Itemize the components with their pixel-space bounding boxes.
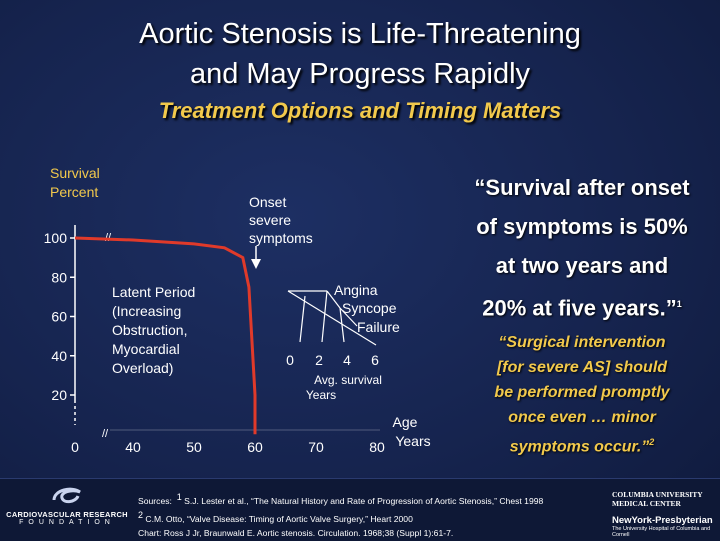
quote-line: 20% at five years.”1 [448, 285, 716, 327]
source-1: S.J. Lester et al., “The Natural History… [184, 495, 544, 506]
sources-label: Sources: [138, 495, 172, 506]
nyp-subtitle: The University Hospital of Columbia and … [612, 526, 711, 538]
columbia-name: COLUMBIA UNIVERSITY [612, 490, 703, 499]
x-tick-label: 70 [308, 439, 324, 455]
survival-quote: “Survival after onset of symptoms is 50%… [448, 168, 716, 327]
y-tick-label: 20 [51, 387, 67, 403]
cvrf-foundation: FOUNDATION [19, 519, 115, 526]
y-tick-label: 100 [44, 230, 68, 246]
outcome-line [339, 307, 358, 327]
x-axis-label: Years [395, 433, 430, 449]
survival-curve [74, 236, 257, 435]
nyp-logo: NewYork-Presbyterian The University Hosp… [612, 515, 718, 538]
y-tick-label: 80 [51, 269, 67, 285]
nyp-name: NewYork-Presbyterian [612, 515, 713, 526]
failure-label: Failure [357, 319, 400, 335]
quote-line: once even … minor [508, 409, 656, 426]
slide-subtitle: Treatment Options and Timing Matters [158, 98, 562, 123]
outcome-arrow [339, 307, 345, 343]
latent-period-label: Latent Period [112, 284, 195, 300]
latent-period-label: Obstruction, [112, 322, 187, 338]
y-axis-label: Percent [50, 184, 98, 200]
axis-break-mark: // [102, 428, 109, 440]
source-2: C.M. Otto, “Valve Disease: Timing of Aor… [145, 513, 413, 524]
x-axis-label: Age [393, 414, 418, 430]
onset-label: Onset [249, 194, 286, 210]
source-line: Sources: 1 S.J. Lester et al., “The Natu… [138, 490, 608, 508]
surgical-quote: “Surgical intervention [for severe AS] s… [448, 330, 716, 459]
cvrf-swirl-icon [52, 487, 81, 504]
columbia-name: MEDICAL CENTER [612, 499, 681, 508]
avg-survival-tick: 0 [286, 352, 294, 368]
cvrf-logo: CARDIOVASCULAR RESEARCH FOUNDATION [2, 484, 132, 526]
quote-line: at two years and [495, 253, 669, 278]
source-ref: 1 [176, 492, 182, 502]
avg-survival-tick: 2 [315, 352, 323, 368]
outcome-line [326, 290, 341, 309]
x-tick-label: 60 [247, 439, 263, 455]
x-tick-label: 0 [71, 439, 79, 455]
source-3: Chart: Ross J Jr, Braunwald E. Aortic st… [138, 527, 454, 538]
latent-period-label: Myocardial [112, 341, 180, 357]
quote-line: be performed promptly [494, 384, 670, 401]
quote-ref: 1 [676, 299, 682, 309]
source-line: 2 C.M. Otto, “Valve Disease: Timing of A… [138, 508, 608, 526]
avg-survival-label: Years [306, 388, 336, 402]
syncope-label: Syncope [342, 300, 397, 316]
onset-label: severe [249, 212, 291, 228]
cvrf-name: CARDIOVASCULAR RESEARCH [6, 510, 128, 519]
footer-bar [0, 478, 720, 541]
x-tick-label: 40 [125, 439, 141, 455]
quote-text: symptoms occur.” [509, 438, 650, 456]
slide-title-line1: Aortic Stenosis is Life-Threatening [139, 18, 581, 50]
outcome-line [287, 290, 377, 346]
onset-label: symptoms [249, 230, 313, 246]
latent-period-label: Overload) [112, 360, 173, 376]
avg-survival-label: Avg. survival [314, 373, 382, 387]
slide-title-line2: and May Progress Rapidly [189, 58, 531, 90]
outcome-arrow [321, 290, 328, 343]
quote-line: of symptoms is 50% [476, 214, 688, 239]
columbia-logo: COLUMBIA UNIVERSITY MEDICAL CENTER [612, 490, 718, 508]
quote-line: “Surgical intervention [498, 334, 666, 351]
outcome-arrow [299, 295, 306, 343]
x-tick-label: 50 [186, 439, 202, 455]
y-tick-label: 60 [51, 309, 67, 325]
source-ref: 2 [138, 509, 144, 520]
x-tick-label: 80 [369, 439, 385, 455]
quote-ref: 2 [649, 437, 655, 447]
onset-arrowhead [251, 259, 261, 269]
quote-line: symptoms occur.”2 [448, 430, 716, 459]
quote-line: [for severe AS] should [496, 359, 668, 376]
quote-line: “Survival after onset [474, 175, 690, 200]
latent-period-label: (Increasing [112, 303, 181, 319]
sources-block: Sources: 1 S.J. Lester et al., “The Natu… [138, 490, 608, 540]
y-tick-label: 40 [51, 348, 67, 364]
avg-survival-tick: 4 [343, 352, 351, 368]
angina-label: Angina [334, 282, 378, 298]
y-axis-label: Survival [50, 165, 100, 181]
quote-text: 20% at five years.” [482, 295, 677, 321]
avg-survival-tick: 6 [371, 352, 379, 368]
